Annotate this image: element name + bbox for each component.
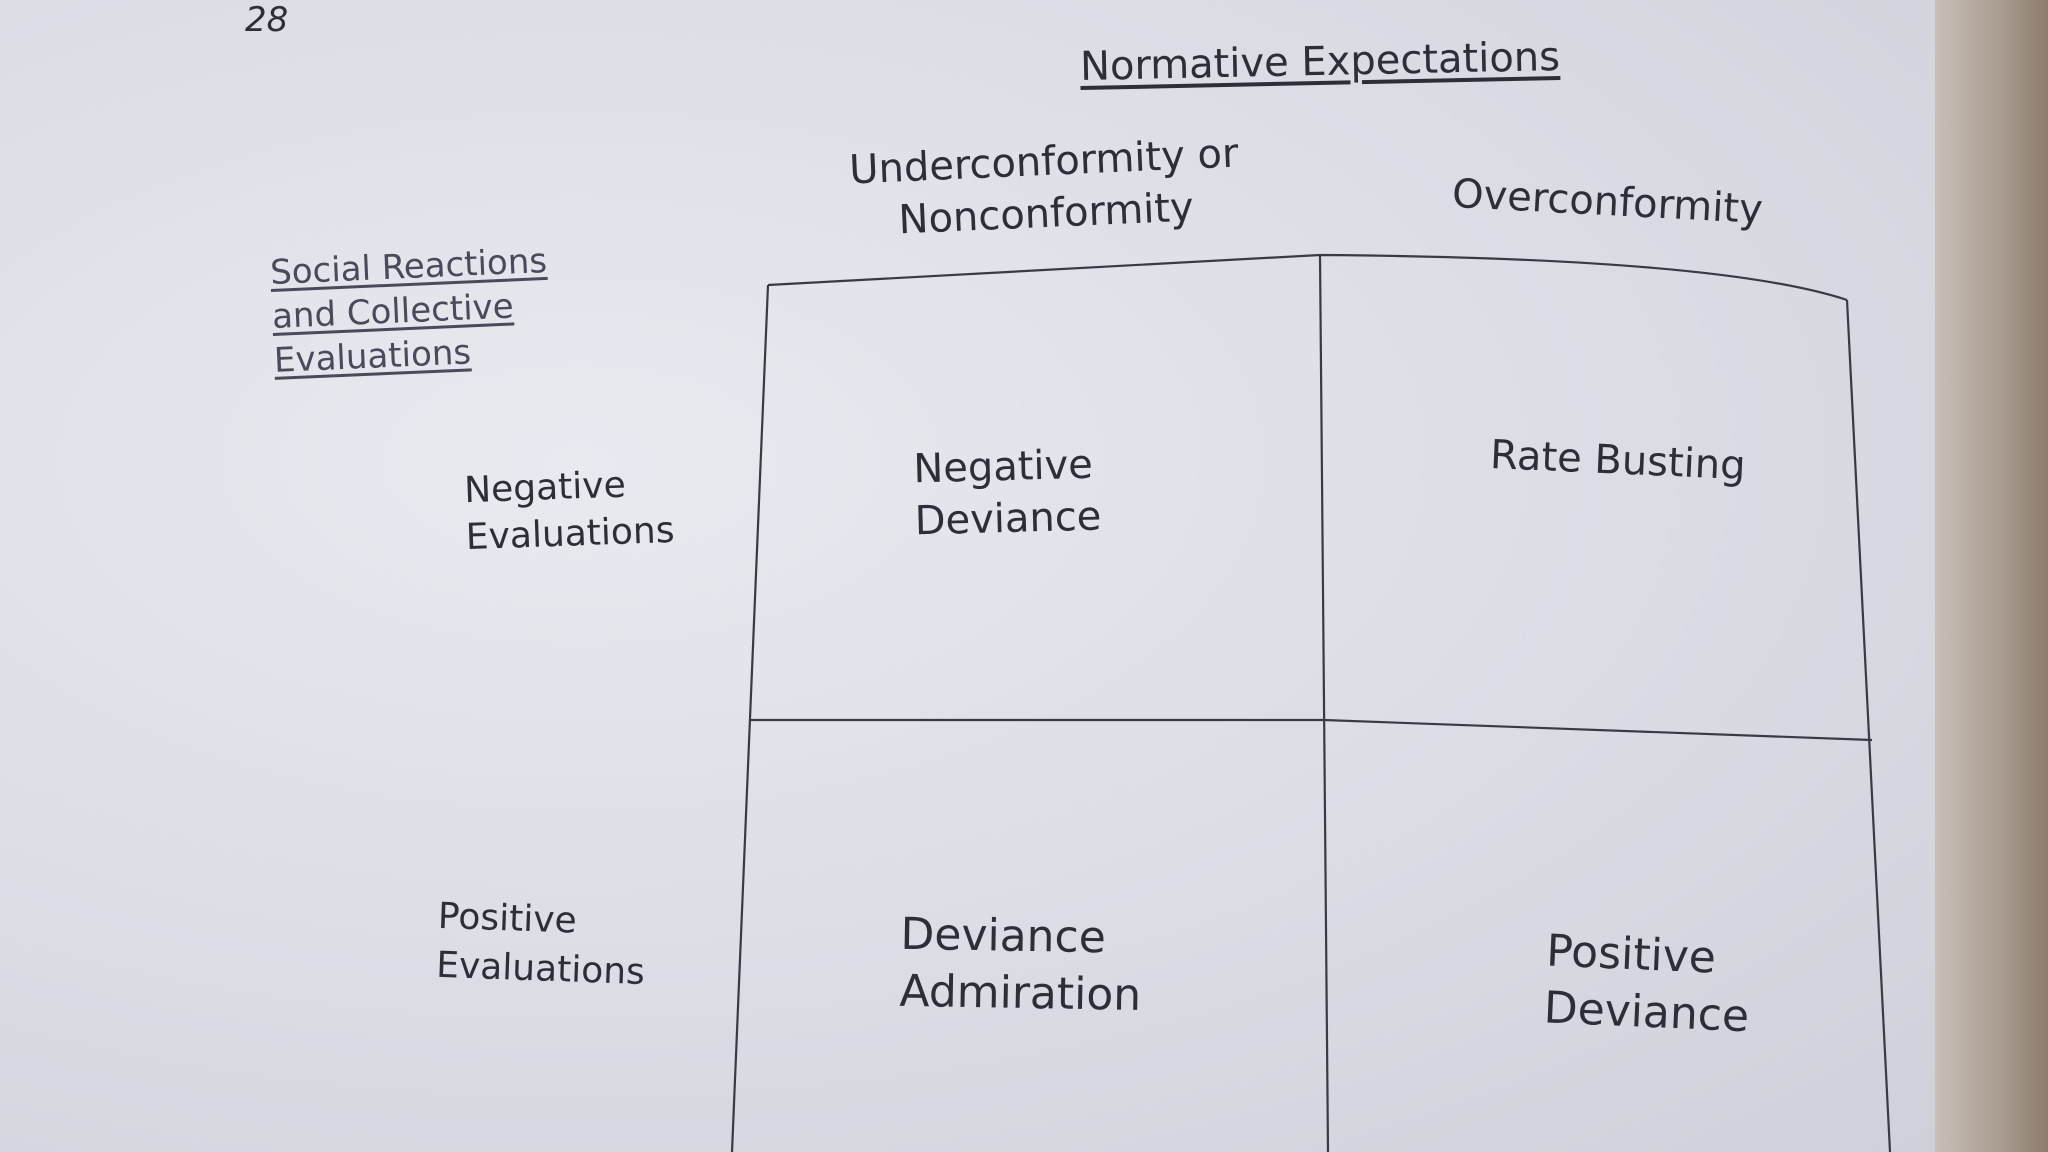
grid-top-border bbox=[767, 253, 1848, 302]
grid-column-divider bbox=[1318, 254, 1330, 1152]
book-page bbox=[0, 0, 1935, 1152]
page-number: 28 bbox=[245, 0, 289, 40]
grid-row-divider-right bbox=[1323, 718, 1873, 742]
cell-positive-deviance: Positive Deviance bbox=[1542, 925, 1751, 1043]
cell-negative-deviance: Negative Deviance bbox=[912, 441, 1102, 545]
cell-deviance-admiration: Deviance Admiration bbox=[899, 908, 1142, 1022]
grid-right-border bbox=[1845, 299, 1892, 1152]
grid-left-border bbox=[730, 284, 770, 1152]
page-edge-shadow bbox=[1935, 0, 2048, 1152]
